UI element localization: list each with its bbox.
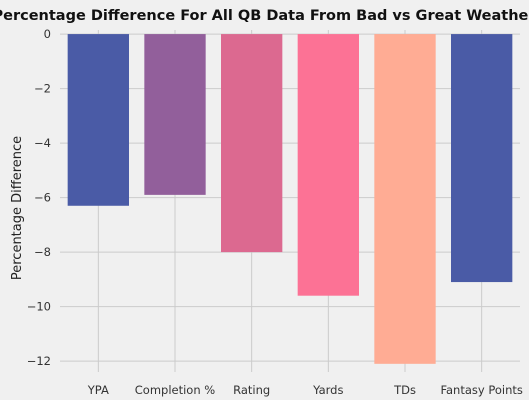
bar <box>297 34 359 296</box>
x-tick-label: Fantasy Points <box>440 383 522 397</box>
bar <box>451 34 513 283</box>
y-tick-label: −6 <box>34 191 51 205</box>
y-tick-label: −2 <box>34 82 51 96</box>
y-axis-label: Percentage Difference <box>10 136 25 280</box>
bars-layer <box>67 34 513 364</box>
y-tick-labels: 0 −2 −4 −6 −8 −10 −12 <box>27 27 51 368</box>
x-tick-label: Rating <box>233 383 270 397</box>
y-tick-label: 0 <box>44 27 51 41</box>
x-tick-label: Yards <box>312 383 343 397</box>
bar <box>374 34 436 364</box>
y-tick-label: −8 <box>34 245 51 259</box>
bar <box>67 34 129 206</box>
chart-title: Percentage Difference For All QB Data Fr… <box>0 8 529 24</box>
x-tick-label: Completion % <box>135 383 216 397</box>
y-tick-label: −12 <box>27 354 51 368</box>
y-tick-label: −10 <box>27 300 51 314</box>
bar <box>144 34 206 195</box>
y-tick-label: −4 <box>34 136 51 150</box>
x-tick-label: YPA <box>87 383 109 397</box>
x-tick-labels: YPA Completion % Rating Yards TDs Fantasy Poi… <box>87 383 523 397</box>
bar <box>221 34 283 253</box>
x-tick-label: TDs <box>393 383 416 397</box>
